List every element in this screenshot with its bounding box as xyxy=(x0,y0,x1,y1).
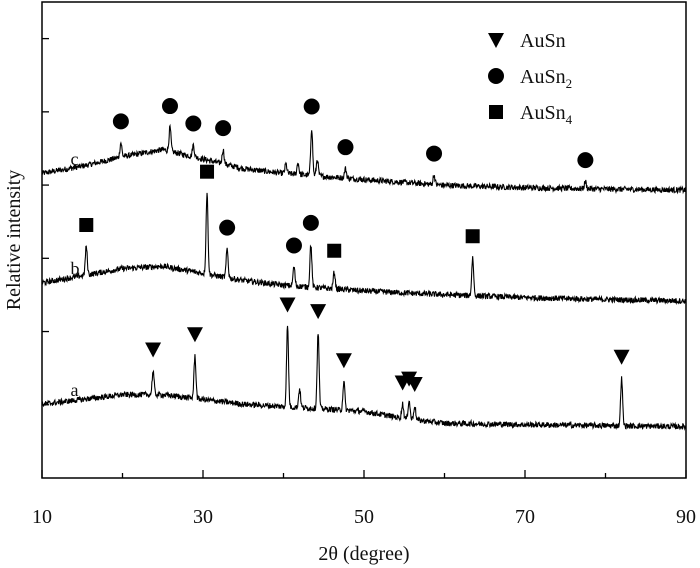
x-axis-ticks: 10 30 50 70 90 xyxy=(32,470,696,528)
marker-c-5 xyxy=(337,139,354,156)
traces: c b a xyxy=(41,123,687,431)
y-axis-label: Relative intensity xyxy=(3,170,25,311)
series-label-a: a xyxy=(70,380,78,400)
legend-marker-square xyxy=(489,105,503,119)
marker-a-3 xyxy=(310,304,327,320)
marker-c-2 xyxy=(185,115,202,132)
marker-a-7 xyxy=(406,377,423,393)
marker-b-0 xyxy=(79,218,94,233)
marker-c-4 xyxy=(303,98,320,115)
plot-frame xyxy=(41,1,687,479)
legend-label-1: AuSn2 xyxy=(520,66,572,91)
marker-b-4 xyxy=(302,214,319,231)
legend: AuSn AuSn2 AuSn4 xyxy=(488,30,573,127)
marker-a-2 xyxy=(279,297,296,313)
marker-b-1 xyxy=(200,164,215,179)
x-tick-label-50: 50 xyxy=(354,506,374,528)
x-tick-label-90: 90 xyxy=(676,506,696,528)
marker-a-8 xyxy=(613,349,630,365)
marker-c-1 xyxy=(161,98,178,115)
marker-a-1 xyxy=(186,327,203,343)
marker-b-2 xyxy=(219,219,236,236)
x-axis-label: 2θ (degree) xyxy=(318,543,409,565)
legend-label-0: AuSn xyxy=(520,30,566,52)
marker-b-5 xyxy=(327,243,342,258)
series-line-a xyxy=(41,325,687,431)
legend-marker-triangle-down xyxy=(488,33,504,48)
series-label-b: b xyxy=(70,259,79,279)
series-line-b xyxy=(41,192,687,306)
peak-markers xyxy=(79,98,630,393)
x-tick-label-10: 10 xyxy=(32,506,52,528)
marker-c-7 xyxy=(577,152,594,169)
series-line-c xyxy=(41,123,687,195)
marker-c-3 xyxy=(215,120,232,137)
marker-a-0 xyxy=(145,342,162,358)
x-tick-label-70: 70 xyxy=(515,506,535,528)
marker-b-3 xyxy=(285,237,302,254)
marker-c-0 xyxy=(112,113,129,130)
y-axis-ticks xyxy=(42,37,49,406)
marker-a-4 xyxy=(335,353,352,369)
marker-c-6 xyxy=(426,145,443,162)
series-label-c: c xyxy=(70,149,78,169)
legend-label-2: AuSn4 xyxy=(520,102,573,127)
marker-b-6 xyxy=(465,229,480,244)
legend-marker-circle xyxy=(488,68,504,84)
x-tick-label-30: 30 xyxy=(193,506,213,528)
